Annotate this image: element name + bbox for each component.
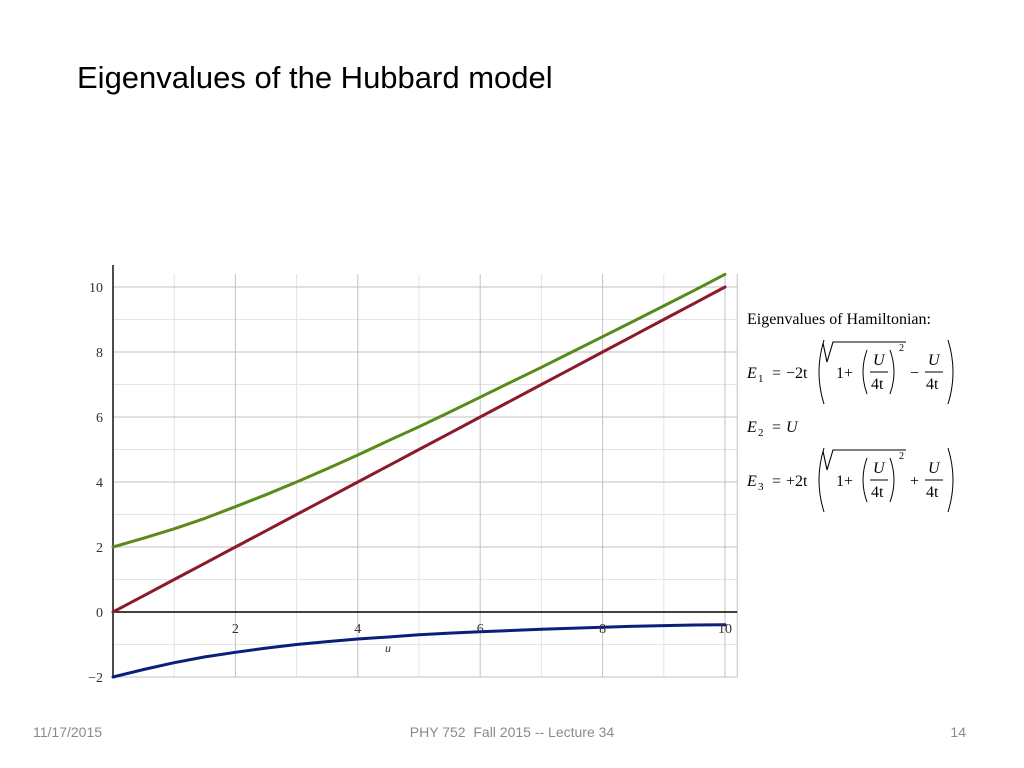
e3-one-plus: 1+: [836, 473, 854, 490]
y-tick-label: 4: [96, 476, 103, 491]
e1-numerator: U: [873, 352, 885, 369]
formula-strokes: [818, 339, 954, 513]
e3-operator: +: [910, 473, 920, 490]
e3-series-line: [111, 272, 727, 549]
e3-subscript: 3: [758, 481, 764, 493]
x-tick-label: 10: [718, 622, 732, 637]
e2-symbol: E: [747, 419, 757, 436]
e3-radical-sign: [822, 449, 906, 471]
eigenvalue-formulas: Eigenvalues of Hamiltonian: E 1 = −2t 1+…: [742, 300, 982, 530]
y-tick-label: 8: [96, 346, 103, 361]
e1-equals: =: [772, 365, 782, 382]
e1-series-line: [111, 623, 727, 679]
e1-subscript: 1: [758, 373, 764, 385]
e2-series-line: [111, 285, 727, 614]
x-tick-label: 6: [477, 622, 484, 637]
e1-one-plus: 1+: [836, 365, 854, 382]
e1-numerator-2: U: [928, 352, 940, 369]
x-tick-label: 8: [599, 622, 606, 637]
e1-coefficient: −2t: [786, 365, 808, 382]
e3-denominator: 4t: [871, 484, 884, 501]
e3-exponent: 2: [899, 451, 904, 462]
e1-operator: −: [910, 365, 920, 382]
e1-denominator: 4t: [871, 376, 884, 393]
x-tick-label: 2: [232, 622, 239, 637]
e1-outer-left-paren: [818, 339, 825, 405]
e3-numerator: U: [873, 460, 885, 477]
footer-date: 11/17/2015: [33, 724, 103, 740]
e3-outer-right-paren: [947, 447, 954, 513]
major-gridlines: [113, 274, 738, 678]
e3-symbol: E: [747, 473, 757, 490]
e2-equals: =: [772, 419, 782, 436]
y-tick-label: −2: [88, 671, 103, 686]
e2-subscript: 2: [758, 427, 764, 439]
tick-labels: −2 0 2 4 6 8 10 2 4 6 8 10: [88, 281, 732, 686]
x-axis-title: u: [385, 641, 391, 655]
minor-gridlines: [113, 274, 738, 677]
series-lines: [111, 272, 727, 679]
e3-inner-right-paren: [889, 457, 895, 503]
e1-inner-left-paren: [862, 349, 868, 395]
e1-radical-sign: [822, 341, 906, 363]
y-tick-label: 2: [96, 541, 103, 556]
y-tick-label: 0: [96, 606, 103, 621]
e1-outer-right-paren: [947, 339, 954, 405]
footer-course: PHY 752 Fall 2015 -- Lecture 34: [409, 724, 615, 740]
e3-coefficient: +2t: [786, 473, 808, 490]
axes: [112, 265, 738, 677]
e3-inner-left-paren: [862, 457, 868, 503]
slide-title: Eigenvalues of the Hubbard model: [77, 60, 553, 95]
e1-inner-right-paren: [889, 349, 895, 395]
equations-heading: Eigenvalues of Hamiltonian:: [747, 311, 931, 328]
e1-exponent: 2: [899, 343, 904, 354]
x-tick-label: 4: [354, 622, 361, 637]
e3-denominator-2: 4t: [926, 484, 939, 501]
eigenvalue-chart: −2 0 2 4 6 8 10 2 4 6 8 10 u: [88, 265, 738, 686]
e3-equals: =: [772, 473, 782, 490]
footer-page-number: 14: [950, 724, 966, 740]
e1-symbol: E: [747, 365, 757, 382]
y-tick-label: 6: [96, 411, 103, 426]
y-tick-label: 10: [89, 281, 103, 296]
e3-outer-left-paren: [818, 447, 825, 513]
e3-numerator-2: U: [928, 460, 940, 477]
e1-denominator-2: 4t: [926, 376, 939, 393]
e2-value: U: [786, 419, 798, 436]
